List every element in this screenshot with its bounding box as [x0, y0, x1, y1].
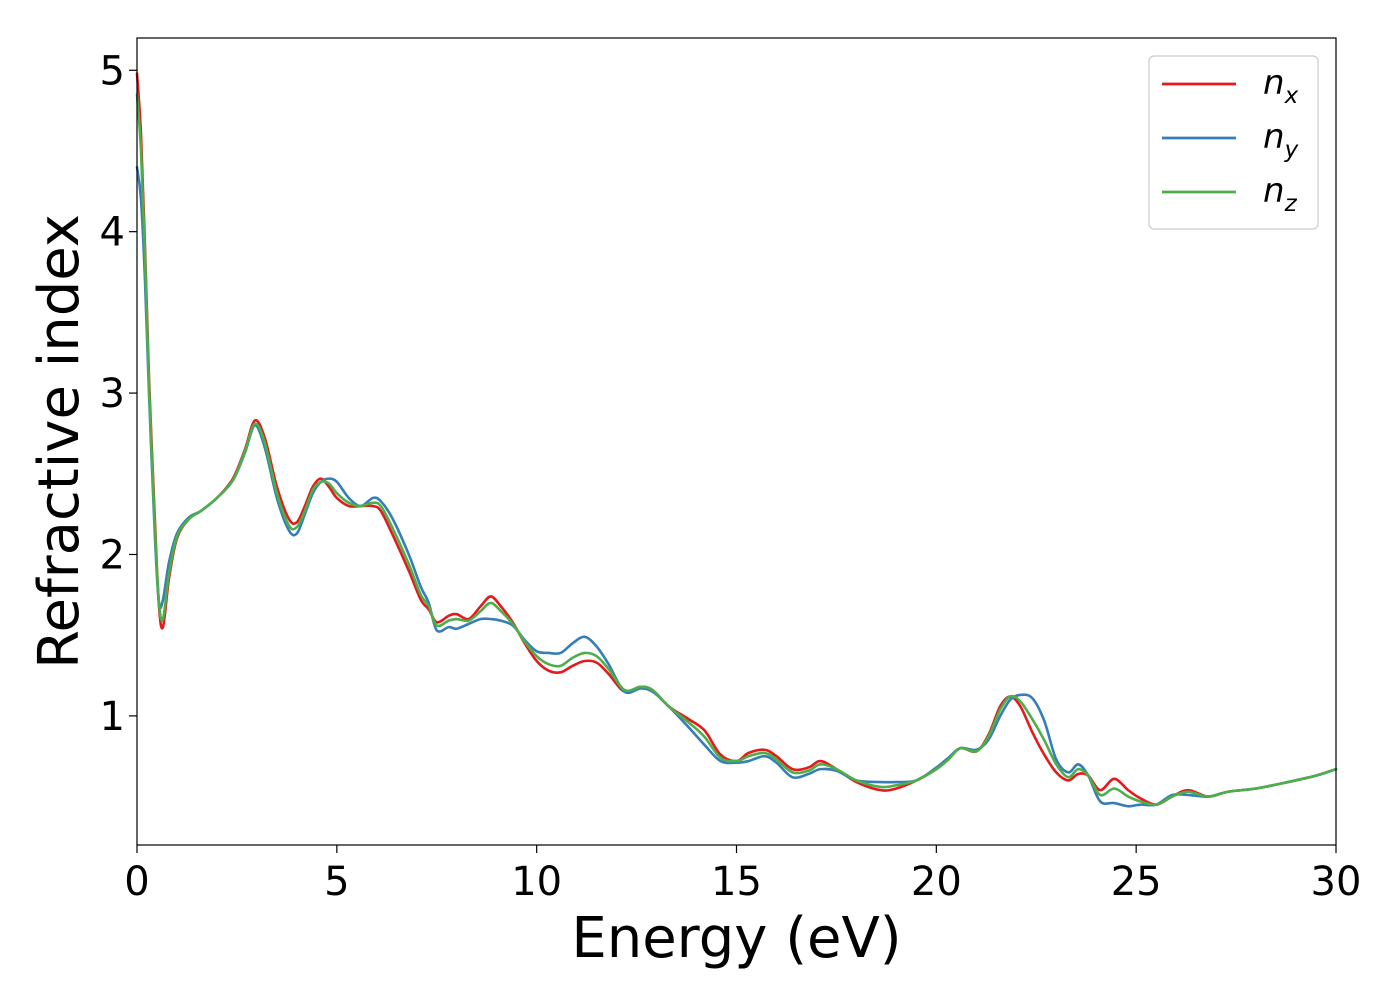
x-axis-title: Energy (eV)	[571, 906, 901, 971]
series-line-nz	[135, 93, 1338, 807]
legend-subscript: y	[1284, 137, 1299, 163]
x-tick-label: 5	[324, 859, 349, 905]
legend-subscript: x	[1284, 83, 1299, 109]
legend-symbol: n	[1263, 63, 1285, 103]
y-tick-label: 3	[100, 371, 125, 417]
y-tick-label: 1	[100, 694, 125, 740]
x-axis-ticks: 0 5 10 15 20 25 30	[124, 845, 1361, 905]
x-tick-label: 20	[911, 859, 962, 905]
y-tick-label: 5	[100, 48, 125, 94]
y-axis-ticks: 1 2 3 4 5	[100, 48, 137, 740]
x-tick-label: 15	[711, 859, 762, 905]
legend-label-nz: nz	[1263, 171, 1298, 217]
x-tick-label: 30	[1311, 859, 1362, 905]
x-tick-label: 0	[124, 859, 149, 905]
series-layer	[135, 72, 1338, 808]
x-tick-label: 25	[1111, 859, 1162, 905]
series-line-nx	[135, 72, 1338, 806]
y-tick-label: 2	[100, 532, 125, 578]
legend-label-ny: ny	[1263, 117, 1299, 163]
y-axis-title: Refractive index	[27, 214, 92, 669]
legend-symbol: n	[1263, 117, 1285, 157]
legend-symbol: n	[1263, 171, 1285, 211]
x-tick-label: 10	[511, 859, 562, 905]
y-tick-label: 4	[100, 210, 125, 256]
legend-label-nx: nx	[1263, 63, 1299, 109]
legend-subscript: z	[1284, 191, 1298, 217]
legend-box	[1148, 55, 1319, 230]
